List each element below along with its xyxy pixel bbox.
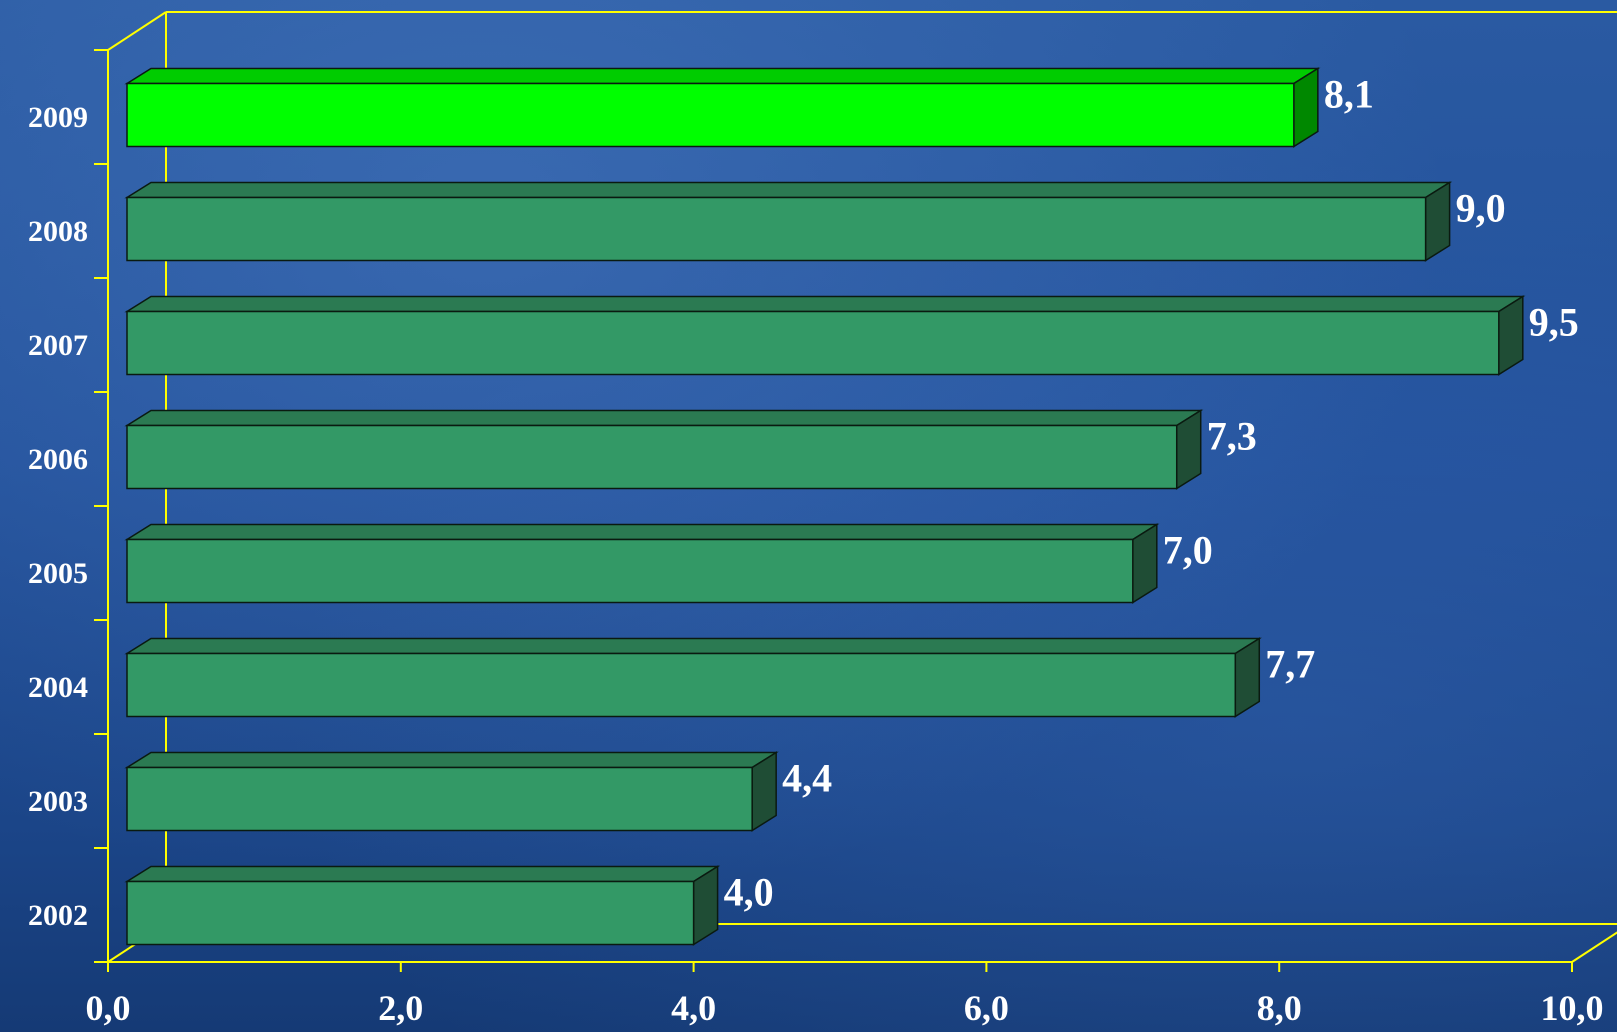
- bar-front-face: [126, 652, 1237, 718]
- category-label-2008: 2008: [28, 215, 88, 248]
- category-label-2006: 2006: [28, 443, 88, 476]
- bar-2003: [124, 751, 779, 832]
- bar-top-face: [124, 865, 721, 883]
- axis-depth-top: [107, 11, 167, 51]
- bar-front-face: [126, 196, 1427, 262]
- x-tick-label: 0,0: [86, 988, 131, 1028]
- bar-front-face: [126, 766, 753, 832]
- chart-labels: 0,0 2,0 4,0 6,0 8,0 10,0 4,0 2002 4,4 2003 7,7 2004…: [28, 72, 1604, 1029]
- bar-top-face: [124, 181, 1453, 199]
- value-label-2007: 9,5: [1529, 300, 1579, 345]
- bar-2009: [124, 67, 1321, 148]
- value-label-2008: 9,0: [1456, 186, 1506, 231]
- bar-top-face: [124, 67, 1321, 85]
- x-tick-label: 8,0: [1257, 988, 1302, 1028]
- category-label-2004: 2004: [28, 671, 88, 704]
- bar-top-face: [124, 409, 1204, 427]
- category-label-2007: 2007: [28, 329, 88, 362]
- x-tick-label: 4,0: [671, 988, 716, 1028]
- bar-front-face: [126, 880, 695, 946]
- bar-top-face: [124, 637, 1262, 655]
- x-tick-label: 2,0: [378, 988, 423, 1028]
- chart-bars: [124, 67, 1526, 946]
- x-tick-label: 6,0: [964, 988, 1009, 1028]
- value-label-2004: 7,7: [1265, 642, 1315, 687]
- axis-depth-right: [1571, 931, 1617, 963]
- bar-2007: [124, 295, 1526, 376]
- bar-top-face: [124, 751, 779, 769]
- bar-2006: [124, 409, 1204, 490]
- x-tick-label: 10,0: [1541, 988, 1604, 1028]
- bar-top-face: [124, 523, 1160, 541]
- bar-2004: [124, 637, 1262, 718]
- value-label-2002: 4,0: [724, 870, 774, 915]
- category-label-2003: 2003: [28, 785, 88, 818]
- bar-front-face: [126, 82, 1295, 148]
- bar-front-face: [126, 538, 1134, 604]
- value-label-2003: 4,4: [782, 756, 832, 801]
- value-label-2006: 7,3: [1207, 414, 1257, 459]
- value-label-2005: 7,0: [1163, 528, 1213, 573]
- bar-front-face: [126, 310, 1500, 376]
- category-label-2002: 2002: [28, 899, 88, 932]
- category-label-2009: 2009: [28, 101, 88, 134]
- bar-2005: [124, 523, 1160, 604]
- value-label-2009: 8,1: [1324, 72, 1374, 117]
- bar-2002: [124, 865, 721, 946]
- bar-top-face: [124, 295, 1526, 313]
- bar-front-face: [126, 424, 1178, 490]
- category-label-2005: 2005: [28, 557, 88, 590]
- bar-2008: [124, 181, 1453, 262]
